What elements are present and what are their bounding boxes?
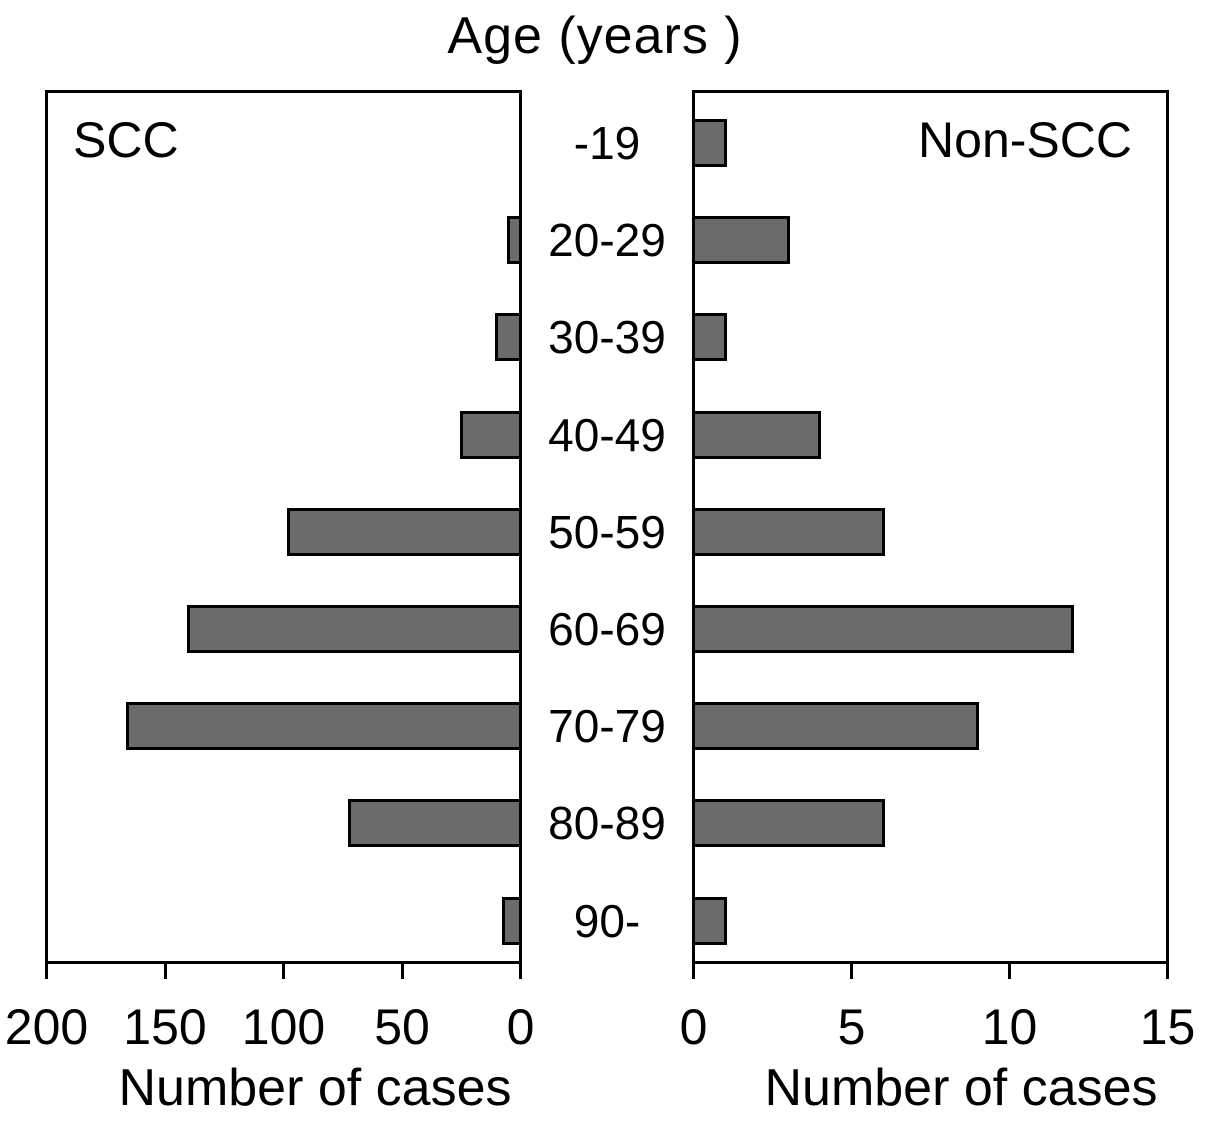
scc-bar-30-39 — [495, 313, 522, 362]
age-label-60-69: 60-69 — [548, 603, 666, 655]
nonscc-panel: Non-SCC — [692, 90, 1169, 964]
x-tick — [400, 964, 404, 979]
nonscc-bar-40-49 — [692, 410, 822, 459]
x-tick — [1008, 964, 1011, 979]
nonscc-panel-label: Non-SCC — [918, 112, 1132, 168]
x-tick — [850, 964, 853, 979]
nonscc-bar-90- — [692, 896, 727, 945]
chart-title: Age (years ) — [447, 7, 743, 65]
x-tick — [163, 964, 167, 979]
x-tick — [1166, 964, 1169, 979]
x-tick — [45, 964, 48, 979]
age-label-40-49: 40-49 — [548, 408, 666, 461]
nonscc-bar-80-89 — [692, 799, 885, 848]
scc-bar-40-49 — [459, 410, 522, 459]
nonscc-bar-30-39 — [692, 313, 727, 362]
x-tick — [692, 964, 695, 979]
x-tick-label: 10 — [981, 999, 1038, 1055]
x-tick — [519, 964, 522, 979]
nonscc-bar-70-79 — [692, 702, 980, 751]
age-label-80-89: 80-89 — [548, 797, 666, 850]
x-tick-label: 50 — [374, 999, 430, 1055]
nonscc-bar-60-69 — [692, 605, 1075, 653]
scc-bar-20-29 — [507, 216, 522, 265]
scc-xaxis-label: Number of cases — [118, 1059, 512, 1117]
scc-panel-label: SCC — [73, 112, 179, 168]
x-tick-label: 100 — [241, 999, 326, 1055]
scc-bar-90- — [502, 896, 522, 945]
scc-bar-60-69 — [187, 605, 522, 653]
scc-bar-70-79 — [125, 702, 522, 751]
x-tick-label: 15 — [1139, 999, 1196, 1055]
age-label--19: -19 — [573, 117, 641, 169]
x-tick — [282, 964, 285, 979]
nonscc-xaxis-label: Number of cases — [764, 1059, 1158, 1117]
scc-panel: SCC — [45, 90, 522, 964]
age-label-50-59: 50-59 — [548, 505, 666, 558]
age-label-20-29: 20-29 — [548, 214, 666, 267]
age-label-70-79: 70-79 — [548, 700, 666, 753]
scc-bar-50-59 — [286, 507, 522, 556]
x-tick-label: 0 — [506, 999, 535, 1055]
x-tick-label: 0 — [679, 999, 708, 1055]
scc-bar-80-89 — [348, 799, 522, 848]
nonscc-bar--19 — [692, 119, 727, 167]
age-label-30-39: 30-39 — [548, 311, 666, 364]
age-category-labels: -19 20-29 30-39 40-49 50-59 60-69 70-79 80-89 90… — [522, 90, 692, 964]
nonscc-bar-20-29 — [692, 216, 790, 265]
x-tick-label: 5 — [837, 999, 866, 1055]
x-tick-label: 150 — [123, 999, 207, 1055]
x-tick-label: 200 — [4, 999, 89, 1055]
age-label-90-: 90- — [573, 894, 641, 947]
nonscc-bar-50-59 — [692, 507, 885, 556]
